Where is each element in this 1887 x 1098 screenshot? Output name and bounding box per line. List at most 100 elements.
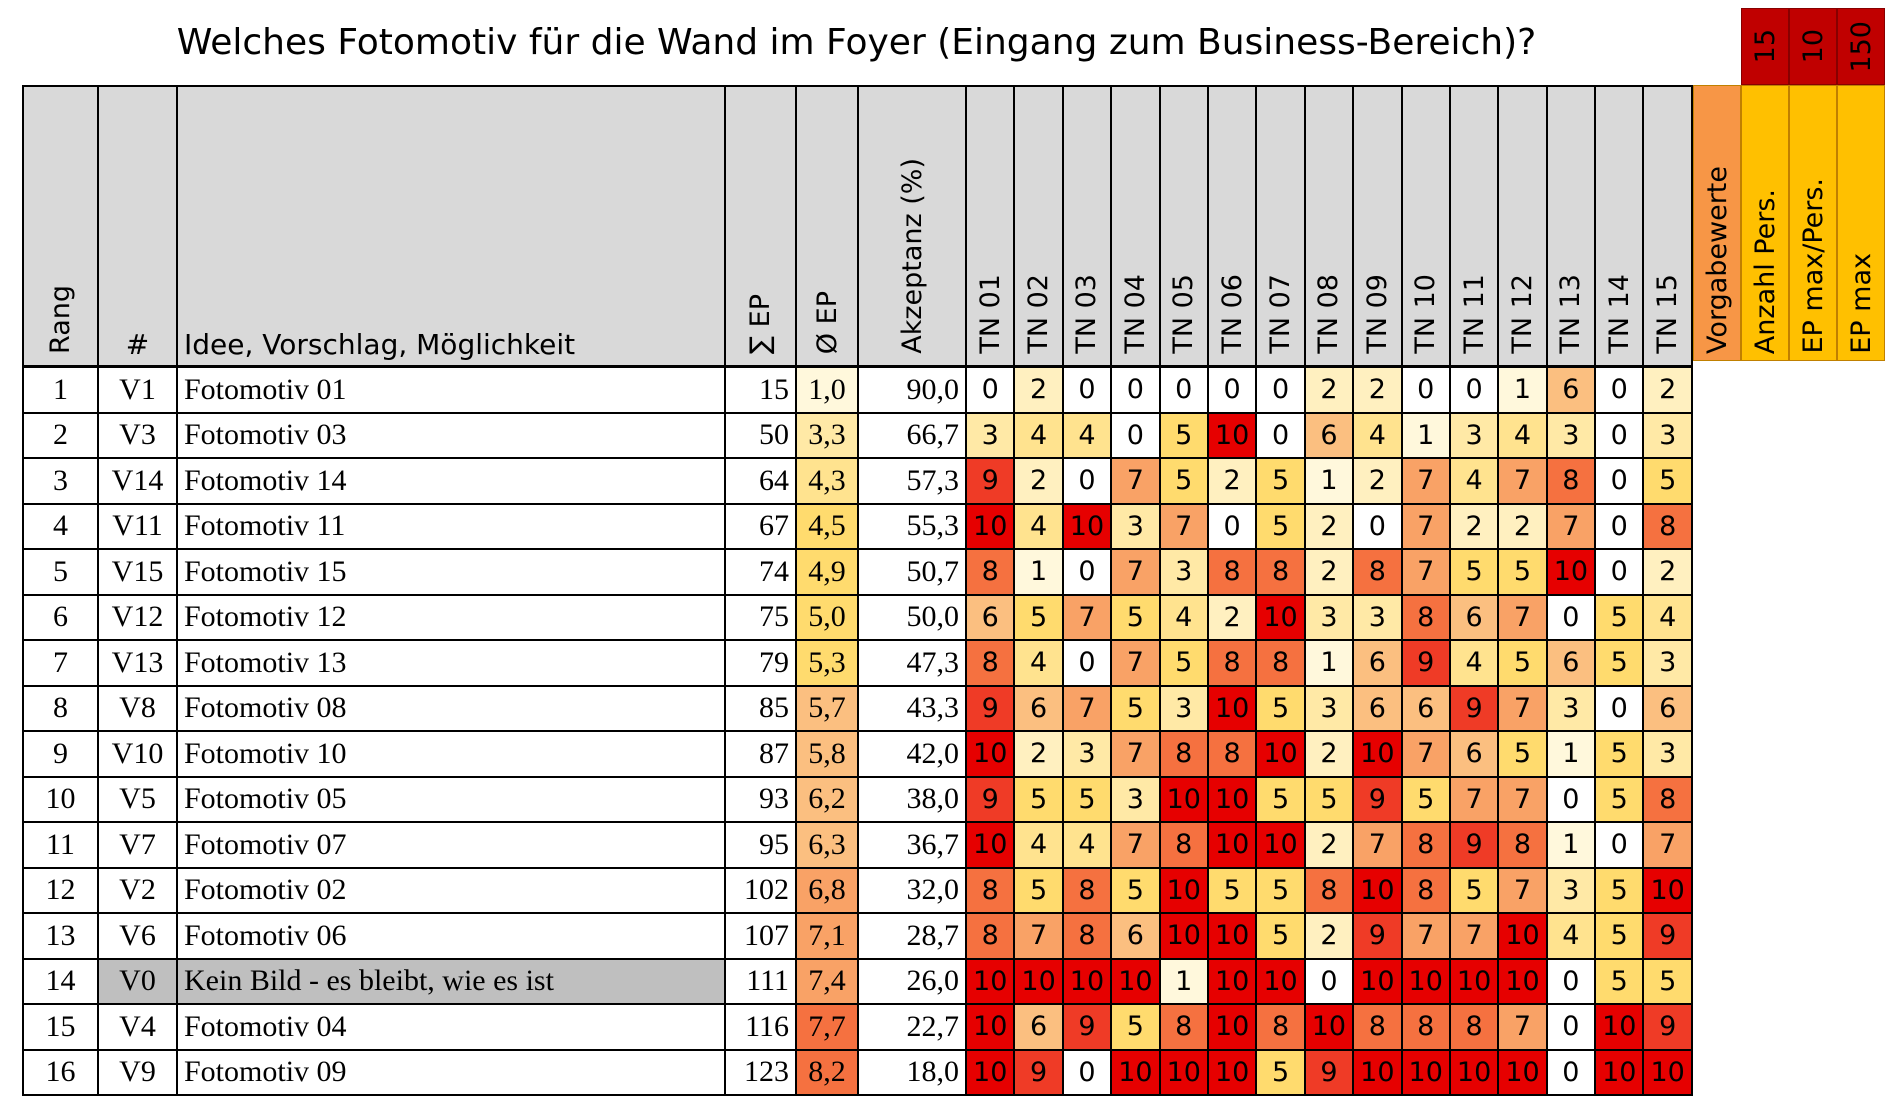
proposal-id: V9 xyxy=(97,1048,178,1096)
score-cell: 10 xyxy=(1352,957,1403,1005)
score-cell: 2 xyxy=(1013,730,1064,778)
score-cell: 5 xyxy=(1110,684,1161,732)
score-cell: 10 xyxy=(964,957,1016,1005)
score-cell: 1 xyxy=(1400,411,1451,459)
score-cell: 9 xyxy=(1352,775,1403,823)
sum-ep: 15 xyxy=(724,365,797,414)
column-header: TN 12 xyxy=(1497,85,1548,368)
score-cell: 0 xyxy=(1594,502,1645,550)
score-cell: 10 xyxy=(1013,957,1064,1005)
setting-label: EP max/Pers. xyxy=(1797,178,1829,354)
score-cell: 1 xyxy=(1303,639,1355,687)
acceptance: 66,7 xyxy=(857,411,967,459)
rank: 14 xyxy=(22,957,99,1005)
score-cell: 8 xyxy=(1303,866,1355,914)
score-cell: 6 xyxy=(1448,730,1500,778)
score-cell: 10 xyxy=(1303,1003,1355,1051)
column-header: TN 01 xyxy=(964,85,1016,368)
idea: Fotomotiv 07 xyxy=(176,821,726,869)
score-cell: 8 xyxy=(1642,502,1693,550)
score-cell: 7 xyxy=(1497,684,1548,732)
score-cell: 10 xyxy=(1497,957,1548,1005)
score-cell: 10 xyxy=(1594,1003,1645,1051)
score-cell: 10 xyxy=(1352,730,1403,778)
data-row: 2 V3 Fotomotiv 03 50 3,3 66,7 3 4 4 0 5 10 0 6 4 1 3 4 3 0 3 xyxy=(22,411,1693,459)
data-row: 9 V10 Fotomotiv 10 87 5,8 42,0 10 2 3 7 8 8 10 2 10 7 6 5… xyxy=(22,730,1693,778)
score-cell: 6 xyxy=(1642,684,1693,732)
score-cell: 2 xyxy=(1206,593,1258,641)
score-cell: 7 xyxy=(1352,821,1403,869)
sum-ep: 95 xyxy=(724,821,797,869)
proposal-id: V10 xyxy=(97,730,178,778)
score-cell: 8 xyxy=(1448,1003,1500,1051)
score-cell: 5 xyxy=(1158,411,1209,459)
score-cell: 9 xyxy=(964,775,1016,823)
score-cell: 8 xyxy=(1400,821,1451,869)
score-cell: 0 xyxy=(1061,457,1113,505)
acceptance: 50,0 xyxy=(857,593,967,641)
score-cell: 8 xyxy=(1206,548,1258,596)
score-cell: 6 xyxy=(964,593,1016,641)
column-header: TN 08 xyxy=(1303,85,1355,368)
score-cell: 8 xyxy=(1158,1003,1209,1051)
score-cell: 5 xyxy=(1206,866,1258,914)
column-header: TN 04 xyxy=(1110,85,1161,368)
score-cell: 5 xyxy=(1642,957,1693,1005)
setting-value: 10 xyxy=(1797,29,1829,64)
score-cell: 5 xyxy=(1110,866,1161,914)
score-cell: 10 xyxy=(1206,684,1258,732)
sum-ep: 67 xyxy=(724,502,797,550)
data-row: 11 V7 Fotomotiv 07 95 6,3 36,7 10 4 4 7 8 10 10 2 7 8 9 8… xyxy=(22,821,1693,869)
score-cell: 9 xyxy=(1400,639,1451,687)
column-header: Akzeptanz (%) xyxy=(857,85,967,368)
rank: 16 xyxy=(22,1048,99,1096)
score-cell: 5 xyxy=(1594,866,1645,914)
setting-label: Vorgabewerte xyxy=(1701,166,1733,354)
acceptance: 90,0 xyxy=(857,365,967,414)
score-cell: 8 xyxy=(964,912,1016,960)
setting-header: Anzahl Pers. xyxy=(1741,85,1789,361)
score-cell: 8 xyxy=(1352,548,1403,596)
column-header: Ø EP xyxy=(795,85,859,368)
score-cell: 5 xyxy=(1594,957,1645,1005)
score-cell: 3 xyxy=(1642,411,1693,459)
score-cell: 0 xyxy=(1594,411,1645,459)
score-cell: 5 xyxy=(1594,775,1645,823)
score-cell: 8 xyxy=(964,548,1016,596)
score-cell: 4 xyxy=(1642,593,1693,641)
score-cell: 4 xyxy=(1448,639,1500,687)
score-cell: 4 xyxy=(1061,411,1113,459)
score-cell: 7 xyxy=(1400,502,1451,550)
score-cell: 4 xyxy=(1013,821,1064,869)
score-cell: 7 xyxy=(1110,457,1161,505)
avg-ep: 1,0 xyxy=(795,365,859,414)
column-header-text: ∑ EP xyxy=(745,293,776,354)
score-cell: 6 xyxy=(1013,1003,1064,1051)
score-cell: 3 xyxy=(1303,684,1355,732)
score-cell: 0 xyxy=(1545,957,1597,1005)
score-cell: 3 xyxy=(964,411,1016,459)
sum-ep: 85 xyxy=(724,684,797,732)
data-row: 14 V0 Kein Bild - es bleibt, wie es ist 111… xyxy=(22,957,1693,1005)
score-cell: 0 xyxy=(1594,457,1645,505)
idea: Fotomotiv 04 xyxy=(176,1003,726,1051)
score-cell: 4 xyxy=(1013,639,1064,687)
column-header: ∑ EP xyxy=(724,85,797,368)
score-cell: 4 xyxy=(1061,821,1113,869)
avg-ep: 8,2 xyxy=(795,1048,859,1096)
column-header: # xyxy=(97,85,178,368)
score-cell: 10 xyxy=(1206,821,1258,869)
rank: 11 xyxy=(22,821,99,869)
score-cell: 1 xyxy=(1013,548,1064,596)
score-cell: 10 xyxy=(1206,957,1258,1005)
score-cell: 7 xyxy=(1110,548,1161,596)
idea: Kein Bild - es bleibt, wie es ist xyxy=(176,957,726,1005)
column-header-text: TN 11 xyxy=(1458,274,1490,354)
idea: Fotomotiv 14 xyxy=(176,457,726,505)
acceptance: 47,3 xyxy=(857,639,967,687)
data-row: 8 V8 Fotomotiv 08 85 5,7 43,3 9 6 7 5 3 10 5 3 6 6 9 7 3 0 6 xyxy=(22,684,1693,732)
score-cell: 2 xyxy=(1303,912,1355,960)
score-cell: 0 xyxy=(1352,502,1403,550)
proposal-id: V8 xyxy=(97,684,178,732)
